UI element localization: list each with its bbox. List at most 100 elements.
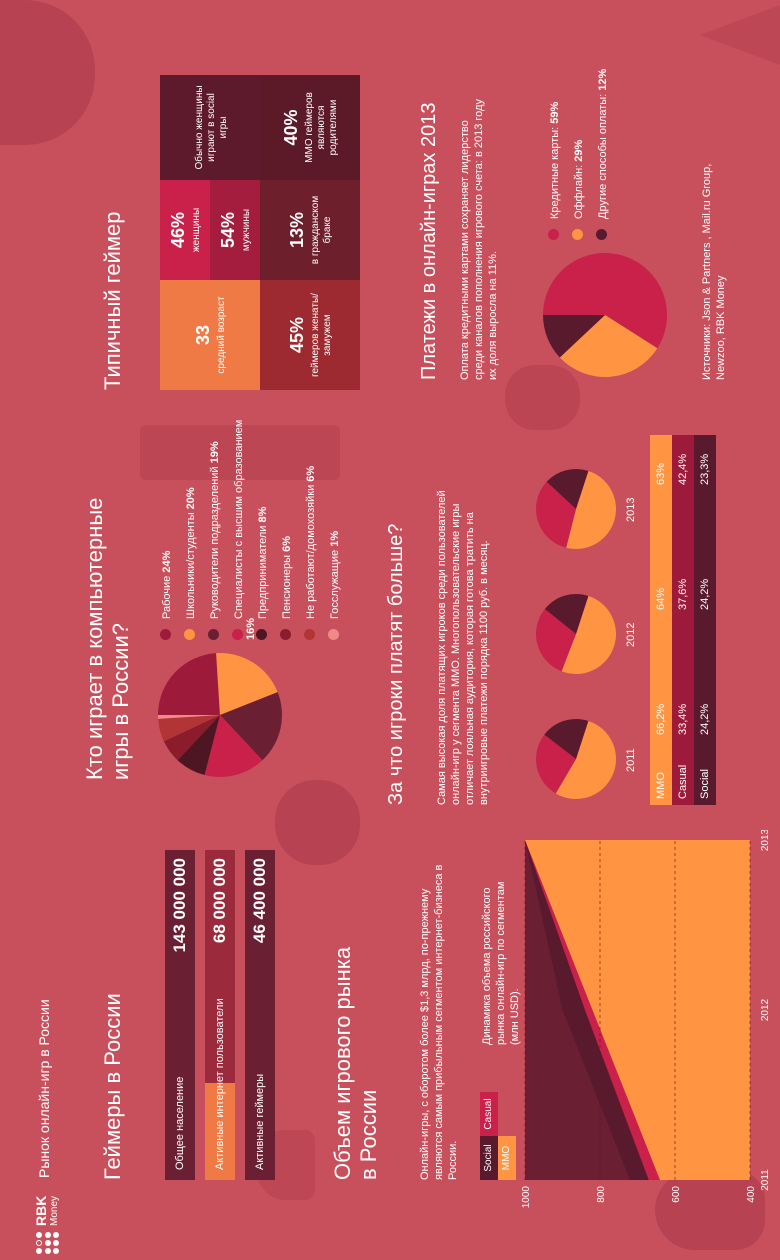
payments-legend-label: Кредитные карты: — [549, 123, 561, 219]
gamers-title: Геймеры в России — [100, 993, 125, 1180]
pay-year-label: 2012 — [625, 622, 637, 647]
payments-legend-item: Кредитные карты: 59% — [548, 0, 561, 240]
typical-label: MMO геймеров являются родителями — [303, 92, 339, 163]
market-legend: Social Casual MMO — [480, 1070, 520, 1180]
who-legend-item: Пенсионеры 6% — [280, 400, 293, 640]
pie-slice — [158, 715, 220, 742]
who-legend-label: Пенсионеры — [281, 551, 293, 619]
pie-slice — [163, 715, 220, 761]
typical-cell: 46% женщины — [160, 180, 210, 280]
who-legend-item: Госслужащие 1% — [328, 400, 341, 640]
pie-slice — [543, 253, 667, 349]
gamer-bar-row: Активные геймеры 46 400 000 — [245, 850, 275, 1180]
who-legend-item: Предприниматели 8% — [256, 400, 269, 640]
who-legend-pct: 6% — [281, 535, 293, 552]
pay-table-row: Casual 33,4% 37,6% 42,4% — [672, 435, 694, 805]
typical-label: Обычно женщины играют в social игры — [193, 85, 229, 170]
who-legend-item: Рабочие 24% — [160, 400, 173, 640]
sources: Источники: Json & Partners , Mail.ru Gro… — [701, 163, 727, 380]
typical-title: Типичный геймер — [100, 211, 125, 390]
typical-label: мужчины — [240, 208, 252, 252]
payments-legend-item: Другие способы оплаты: 12% — [596, 0, 609, 240]
brand-name: RBK — [33, 1195, 49, 1226]
who-legend-label: Не работают/домохозяйки — [305, 481, 317, 619]
x-tick-label: 2011 — [760, 1169, 771, 1191]
market-title-line2: в России — [356, 1089, 381, 1180]
gamer-bar-label: Активные геймеры — [254, 1073, 266, 1170]
who-title-line1: Кто играет в компьютерные — [82, 497, 107, 780]
pie-slice — [536, 481, 576, 548]
pay-table-row: MMO 66,2% 64% 63% — [650, 435, 672, 805]
pie-slice — [566, 470, 616, 549]
pie-slice — [546, 469, 589, 509]
gamer-bar-value: 46 400 000 — [250, 858, 269, 944]
creature-decoration — [275, 780, 360, 865]
typical-label: в гражданском браке — [309, 195, 333, 265]
typical-cell: Обычно женщины играют в social игры — [160, 75, 260, 180]
area-series-mmo — [525, 840, 750, 1180]
market-area-chart: 400 600 800 1000 2011 2012 2013 — [521, 830, 771, 1209]
payments-legend-pct: 59% — [549, 101, 561, 124]
typical-label: средний возраст — [215, 296, 227, 374]
legend-dot-icon — [256, 629, 267, 640]
who-plays-pie-chart — [158, 653, 282, 777]
y-tick-label: 800 — [596, 1186, 607, 1203]
typical-num: 46% — [167, 211, 188, 249]
legend-dot-icon — [328, 629, 339, 640]
who-legend-pct: 20% — [185, 487, 197, 510]
payments-legend-pct: 12% — [597, 68, 609, 91]
legend-dot-icon — [160, 629, 171, 640]
brand-subtitle: Рынок онлайн-игр в России — [36, 999, 52, 1178]
legend-dot-icon — [232, 629, 243, 640]
who-legend-label: Рабочие — [161, 572, 173, 619]
who-legend-pct: 19% — [209, 441, 221, 464]
x-tick-label: 2013 — [760, 830, 771, 851]
who-legend-item: Школьники/студенты 20% — [184, 400, 197, 640]
gamer-bar-row: Общее население 143 000 000 — [165, 850, 195, 1180]
who-legend-pct: 8% — [257, 506, 269, 523]
pay-table-cell: 64% — [655, 587, 667, 610]
pie-slice — [555, 720, 616, 799]
payments-legend-label: Оффлайн: — [573, 161, 585, 219]
pay-year-label: 2011 — [625, 748, 637, 772]
pie-slice — [216, 653, 278, 715]
brand-logo: RBK Money — [30, 1195, 65, 1260]
who-legend-pct: 24% — [161, 550, 173, 573]
pay-table-label: Casual — [677, 764, 689, 799]
pay-description: Самая высокая доля платящих игроков сред… — [436, 490, 490, 805]
typical-num: 45% — [286, 316, 307, 354]
who-legend-label: Госслужащие — [329, 546, 341, 619]
legend-dot-icon — [548, 229, 559, 240]
payments-legend: Кредитные карты: 59% Оффлайн: 29% Другие с… — [548, 0, 628, 240]
monster-decoration — [0, 0, 95, 145]
x-tick-label: 2012 — [760, 998, 771, 1021]
who-legend-pct: 1% — [329, 530, 341, 547]
pie-slice — [204, 715, 263, 777]
legend-dot-icon — [184, 629, 195, 640]
pay-table-cell: 23,3% — [699, 453, 711, 485]
brand-sub: Money — [49, 1195, 60, 1226]
payments-description: Оплата кредитными картами сохраняет лиде… — [459, 99, 499, 380]
pie-slice — [177, 715, 220, 776]
legend-dot-icon — [572, 229, 583, 240]
pay-table-cell: 42,4% — [677, 453, 689, 485]
payments-pie-chart — [543, 253, 667, 377]
gamer-bar-label: Активные интернет пользователи — [214, 998, 226, 1170]
payments-legend-item: Оффлайн: 29% — [572, 0, 585, 240]
legend-dot-icon — [596, 229, 607, 240]
pie-slice — [158, 715, 220, 719]
who-legend-item: Руководители подразделений 19% — [208, 400, 221, 640]
legend-casual: Casual — [480, 1092, 498, 1136]
pay-table-cell: 24,2% — [699, 703, 711, 735]
y-tick-label: 1000 — [521, 1186, 532, 1209]
gamer-bar-value: 143 000 000 — [170, 858, 189, 953]
pie-slice — [536, 608, 576, 672]
legend-dot-icon — [280, 629, 291, 640]
market-description: Онлайн-игры, с оборотом более $1,3 млрд,… — [419, 864, 459, 1180]
gamer-bar-row: Активные интернет пользователи 68 000 000 — [205, 850, 235, 1180]
legend-dot-icon — [304, 629, 315, 640]
pie-slice — [544, 594, 589, 634]
typical-label: женщины — [190, 207, 202, 253]
pie-slice — [536, 734, 576, 794]
